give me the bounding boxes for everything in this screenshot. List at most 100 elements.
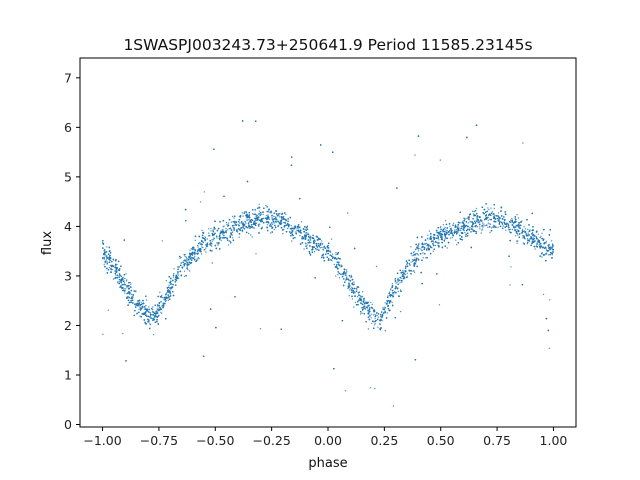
data-point [183, 265, 185, 267]
data-point [433, 242, 435, 244]
data-point [363, 301, 366, 303]
data-point [413, 250, 415, 253]
data-point [166, 291, 168, 294]
data-point [304, 228, 306, 231]
data-point [353, 281, 355, 283]
data-point [227, 244, 230, 246]
data-point [251, 213, 254, 215]
data-point [362, 291, 364, 293]
data-point [330, 238, 333, 240]
data-point [420, 248, 422, 250]
data-point [376, 314, 378, 317]
data-point [512, 224, 514, 226]
data-point [416, 253, 418, 255]
data-point [542, 293, 545, 296]
data-point [112, 278, 115, 280]
data-point [279, 212, 281, 215]
data-point [347, 212, 349, 214]
data-point [444, 236, 447, 239]
data-point [213, 228, 215, 230]
data-point [399, 282, 401, 284]
data-point [106, 261, 109, 263]
data-point [218, 242, 221, 244]
data-point [415, 261, 417, 263]
data-point [491, 211, 493, 213]
data-point [411, 259, 414, 261]
data-point [540, 235, 542, 237]
data-point [408, 262, 411, 265]
data-point [262, 213, 264, 216]
data-point [210, 230, 212, 232]
chart-title: 1SWASPJ003243.73+250641.9 Period 11585.2… [123, 36, 532, 54]
data-point [135, 291, 137, 293]
data-point [442, 224, 445, 226]
data-point [231, 215, 234, 218]
data-point [529, 229, 531, 231]
data-point [124, 287, 126, 290]
data-point [516, 214, 518, 216]
data-point [547, 247, 550, 250]
data-point [331, 253, 334, 255]
data-point [185, 256, 188, 258]
data-point [271, 216, 273, 218]
data-point [204, 236, 206, 238]
data-point [206, 238, 208, 240]
data-point [168, 284, 170, 286]
data-point [156, 308, 158, 310]
data-point [127, 295, 129, 298]
data-point [333, 256, 335, 259]
data-point [216, 237, 218, 239]
data-point [414, 257, 416, 259]
data-point [411, 260, 414, 263]
data-point [296, 227, 298, 229]
data-point [123, 283, 125, 286]
data-point [295, 231, 297, 233]
data-point [456, 229, 458, 231]
data-point [387, 295, 389, 297]
data-point [271, 223, 274, 226]
data-point [480, 232, 482, 234]
data-point [283, 228, 285, 230]
data-point [415, 260, 418, 262]
data-point [551, 254, 553, 256]
data-point [201, 246, 203, 248]
data-point [241, 230, 243, 233]
data-point [121, 280, 124, 282]
data-point [188, 270, 191, 272]
data-point [172, 276, 175, 278]
data-point [487, 219, 489, 221]
data-point [310, 241, 312, 244]
data-point [502, 225, 505, 227]
data-point [321, 243, 323, 246]
data-point [522, 237, 524, 239]
data-point [155, 310, 157, 312]
data-point [194, 239, 196, 242]
data-point [551, 246, 553, 249]
data-point [193, 248, 195, 250]
data-point [173, 268, 175, 270]
data-point [185, 261, 187, 263]
data-point [386, 312, 388, 314]
data-point [135, 302, 137, 305]
data-point [145, 313, 147, 315]
data-point [104, 262, 106, 264]
data-point [304, 242, 307, 244]
data-point [353, 306, 355, 308]
data-point [344, 390, 347, 392]
data-point [225, 236, 227, 239]
data-point [524, 238, 526, 240]
data-point [239, 216, 242, 218]
data-point [356, 296, 359, 298]
data-point [263, 217, 265, 219]
data-point [466, 217, 468, 220]
data-point [258, 223, 261, 225]
data-point [195, 253, 197, 255]
data-point [184, 255, 186, 258]
data-point [255, 253, 257, 255]
data-point [340, 264, 342, 266]
data-point [526, 238, 529, 240]
data-point [358, 300, 360, 302]
data-point [256, 215, 258, 217]
data-point [277, 225, 280, 228]
data-point [208, 235, 210, 237]
